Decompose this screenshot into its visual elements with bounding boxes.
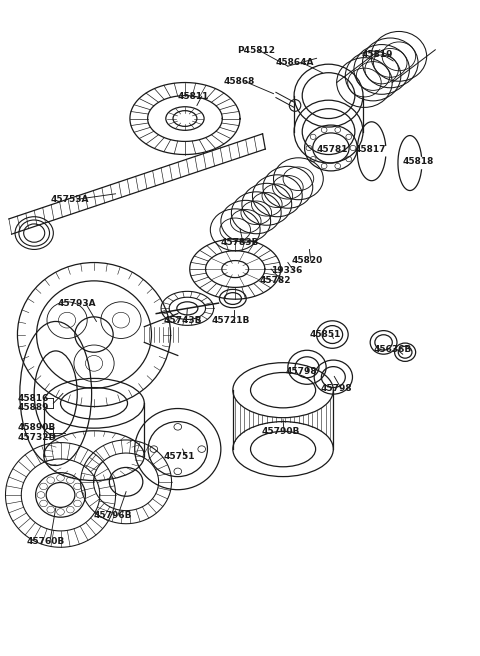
- Text: 45753A: 45753A: [51, 195, 89, 203]
- Text: 45751: 45751: [163, 453, 195, 461]
- Text: 45868: 45868: [223, 77, 254, 87]
- Text: 45811: 45811: [178, 92, 209, 101]
- Text: 45864A: 45864A: [276, 58, 314, 68]
- Text: 45721B: 45721B: [211, 316, 250, 325]
- Text: 45732D: 45732D: [17, 433, 57, 442]
- Text: P45812: P45812: [238, 46, 276, 55]
- Text: 45889: 45889: [17, 403, 49, 413]
- Text: 45782: 45782: [259, 276, 291, 285]
- Text: 45819: 45819: [362, 50, 394, 59]
- Text: 45820: 45820: [291, 256, 323, 265]
- Text: 45851: 45851: [310, 330, 341, 339]
- Text: 45798: 45798: [286, 367, 317, 376]
- Text: 45798: 45798: [321, 384, 352, 394]
- Text: 45743B: 45743B: [163, 316, 202, 325]
- Text: 45793A: 45793A: [57, 299, 96, 308]
- Text: 45760B: 45760B: [27, 537, 65, 546]
- Text: 45796B: 45796B: [94, 511, 132, 520]
- Text: 19336: 19336: [271, 266, 302, 275]
- Text: 45817: 45817: [355, 145, 386, 154]
- Text: 45818: 45818: [403, 157, 434, 166]
- Text: 45816: 45816: [17, 394, 49, 403]
- Text: 45783B: 45783B: [221, 237, 259, 247]
- Text: 45890B: 45890B: [17, 423, 56, 432]
- Text: 45781: 45781: [317, 145, 348, 154]
- Text: 45636B: 45636B: [374, 345, 412, 354]
- Text: 45790B: 45790B: [262, 427, 300, 436]
